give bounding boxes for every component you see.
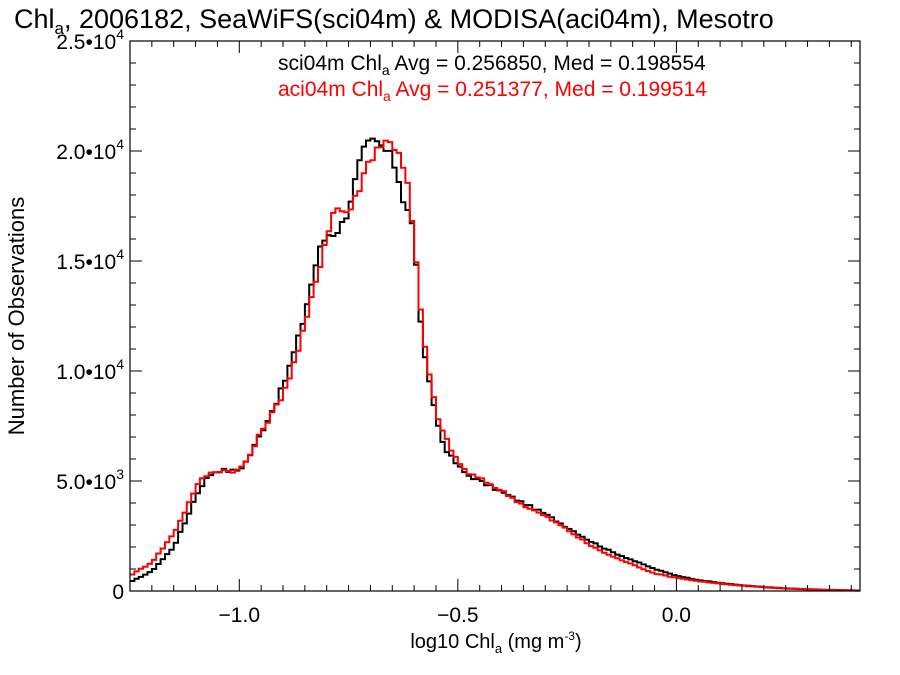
y-axis-label: Number of Observations [4,197,29,435]
annotation-sci04m: sci04m Chla Avg = 0.256850, Med = 0.1985… [278,52,706,78]
x-tick-label: −1.0 [219,604,260,627]
annotation-aci04m: aci04m Chla Avg = 0.251377, Med = 0.1995… [278,78,707,104]
y-tick-label: 1.5•104 [56,246,124,274]
x-axis-label: log10 Chla (mg m-3) [410,629,581,656]
x-tick-label: −0.5 [437,604,478,627]
x-tick-label: 0.0 [662,604,691,627]
y-tick-label: 5.0•103 [56,466,124,494]
series-layer [130,137,860,592]
y-tick-label: 2.0•104 [56,136,124,164]
series-line-1 [130,139,860,592]
plot-frame [129,40,861,592]
chart-title: Chla, 2006182, SeaWiFS(sci04m) & MODISA(… [14,4,774,38]
y-tick-label: 2.5•104 [56,26,124,54]
axis-layer: −1.0 −0.5 0.0 0 5.0•103 1.0•104 1.5•104 2.0•104… [56,26,860,627]
y-tick-label: 0 [112,581,124,604]
y-tick-label: 1.0•104 [56,356,124,384]
